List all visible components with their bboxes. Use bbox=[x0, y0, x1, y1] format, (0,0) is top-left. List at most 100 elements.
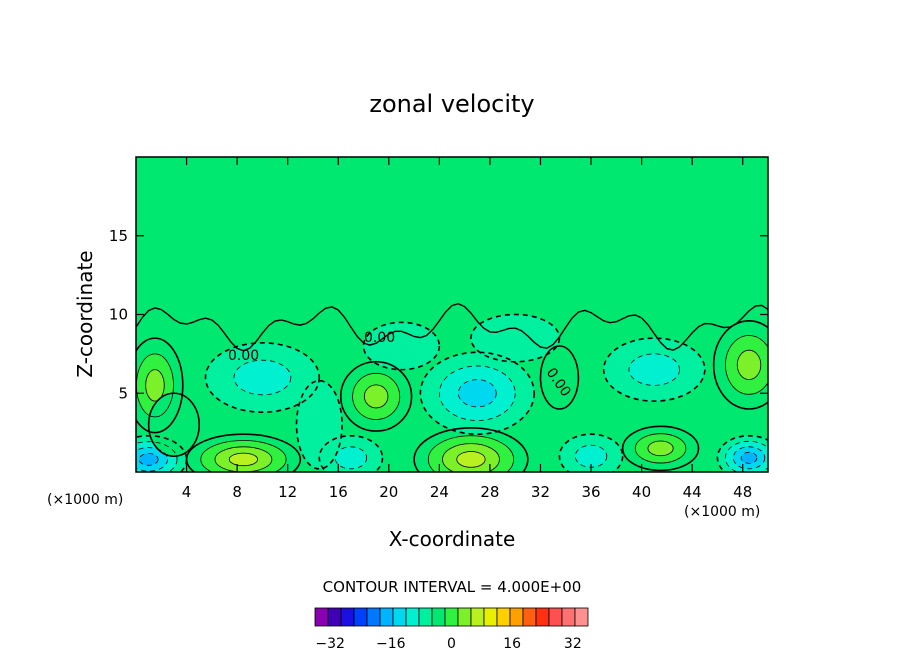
contour-line bbox=[725, 335, 768, 395]
contour-line bbox=[736, 349, 762, 380]
contour-fill bbox=[458, 379, 497, 407]
colorbar-cell bbox=[314, 607, 329, 627]
contour-fill bbox=[540, 346, 579, 409]
contour-line bbox=[204, 342, 321, 413]
contour-line bbox=[136, 441, 178, 472]
contour-line bbox=[442, 443, 500, 472]
x-unit-right: (×1000 m) bbox=[684, 504, 760, 520]
contour-line bbox=[647, 440, 674, 457]
contour-line bbox=[138, 453, 159, 466]
contour-fill bbox=[148, 393, 200, 457]
x-tick-label: 32 bbox=[531, 483, 550, 501]
contour-interval: CONTOUR INTERVAL = 4.000E+00 bbox=[323, 578, 582, 596]
contour-line bbox=[413, 427, 529, 472]
contour-fill bbox=[575, 445, 607, 468]
colorbar-cell bbox=[548, 607, 563, 627]
x-tick-label: 12 bbox=[278, 483, 297, 501]
contour-line bbox=[363, 384, 389, 409]
colorbar-cell bbox=[327, 607, 342, 627]
contour-label-2: 0.00 bbox=[364, 330, 395, 346]
contour-line bbox=[419, 351, 535, 435]
contour-line bbox=[456, 451, 486, 468]
contour-fill bbox=[741, 452, 757, 464]
x-unit-left: (×1000 m) bbox=[47, 492, 123, 508]
contour-fill bbox=[296, 380, 343, 469]
contour-line bbox=[339, 360, 413, 432]
colorbar-cell bbox=[379, 607, 394, 627]
contour-line bbox=[724, 440, 768, 472]
contour-fill bbox=[628, 353, 680, 386]
colorbar-cell bbox=[405, 607, 420, 627]
x-tick-label: 8 bbox=[232, 483, 242, 501]
colorbar-cell bbox=[522, 607, 537, 627]
colorbar-cell bbox=[483, 607, 498, 627]
contour-line bbox=[621, 425, 700, 472]
contour-line bbox=[539, 345, 580, 410]
colorbar-cell bbox=[431, 607, 446, 627]
y-tick-label: 10 bbox=[109, 306, 128, 324]
colorbar-cell bbox=[392, 607, 407, 627]
contour-fill bbox=[229, 453, 258, 466]
contour-fill bbox=[647, 441, 674, 456]
colorbar-cell bbox=[470, 607, 485, 627]
contour-fill bbox=[335, 446, 367, 469]
colorbar-cell bbox=[366, 607, 381, 627]
colorbar-cell bbox=[496, 607, 511, 627]
contour-line bbox=[732, 446, 766, 470]
zero-contour-line bbox=[136, 302, 768, 352]
contour-line bbox=[318, 434, 384, 472]
contour-line bbox=[628, 353, 680, 386]
contour-line bbox=[634, 433, 687, 464]
contour-line bbox=[457, 379, 497, 408]
x-tick-label: 20 bbox=[379, 483, 398, 501]
x-tick-label: 16 bbox=[329, 483, 348, 501]
contour-fill bbox=[364, 384, 388, 408]
contour-field bbox=[136, 157, 768, 472]
x-tick-label: 48 bbox=[733, 483, 752, 501]
colorbar-cell bbox=[457, 607, 472, 627]
x-tick-label: 40 bbox=[632, 483, 651, 501]
chart-title: zonal velocity bbox=[369, 90, 534, 118]
colorbar-tick-label: −16 bbox=[376, 636, 406, 652]
colorbar-tick-label: 16 bbox=[503, 636, 521, 652]
contour-fill bbox=[139, 453, 159, 466]
colorbar-cell bbox=[561, 607, 576, 627]
contour-lines bbox=[136, 302, 768, 472]
contour-line bbox=[334, 446, 368, 470]
contour-line bbox=[712, 320, 768, 410]
contour-line bbox=[438, 365, 516, 421]
colorbar-cell bbox=[574, 607, 589, 627]
contour-line bbox=[200, 440, 287, 472]
contour-line bbox=[362, 321, 441, 371]
y-ticks: 5 10 15 bbox=[109, 227, 768, 402]
y-tick-label: 5 bbox=[118, 384, 128, 402]
x-ticks: 4 8 12 16 20 24 28 32 36 40 44 48 bbox=[182, 157, 752, 501]
colorbar-cell bbox=[444, 607, 459, 627]
contour-line bbox=[716, 434, 768, 472]
y-tick-label: 15 bbox=[109, 227, 128, 245]
contour-line bbox=[147, 392, 201, 458]
contour-fill bbox=[233, 360, 291, 395]
contour-line bbox=[136, 447, 168, 472]
x-axis-label: X-coordinate bbox=[389, 527, 516, 551]
colorbar-cell bbox=[340, 607, 355, 627]
colorbar-cell bbox=[535, 607, 550, 627]
x-tick-label: 4 bbox=[182, 483, 192, 501]
contour-line bbox=[740, 451, 758, 464]
contour-line bbox=[470, 313, 561, 363]
x-tick-label: 36 bbox=[581, 483, 600, 501]
colorbar-cell bbox=[509, 607, 524, 627]
contour-fill bbox=[456, 451, 486, 468]
colorbar-tick-label: 32 bbox=[564, 636, 582, 652]
contour-line bbox=[185, 433, 302, 472]
contour-line bbox=[295, 379, 343, 470]
contour-line bbox=[352, 372, 401, 420]
colorbar-tick-label: −32 bbox=[315, 636, 345, 652]
colorbar-cell bbox=[353, 607, 368, 627]
x-tick-label: 44 bbox=[683, 483, 702, 501]
colorbar-ticks: −32 −16 0 16 32 bbox=[315, 636, 581, 652]
colorbar bbox=[314, 607, 589, 627]
colorbar-tick-label: 0 bbox=[447, 636, 456, 652]
colorbar-cell bbox=[418, 607, 433, 627]
